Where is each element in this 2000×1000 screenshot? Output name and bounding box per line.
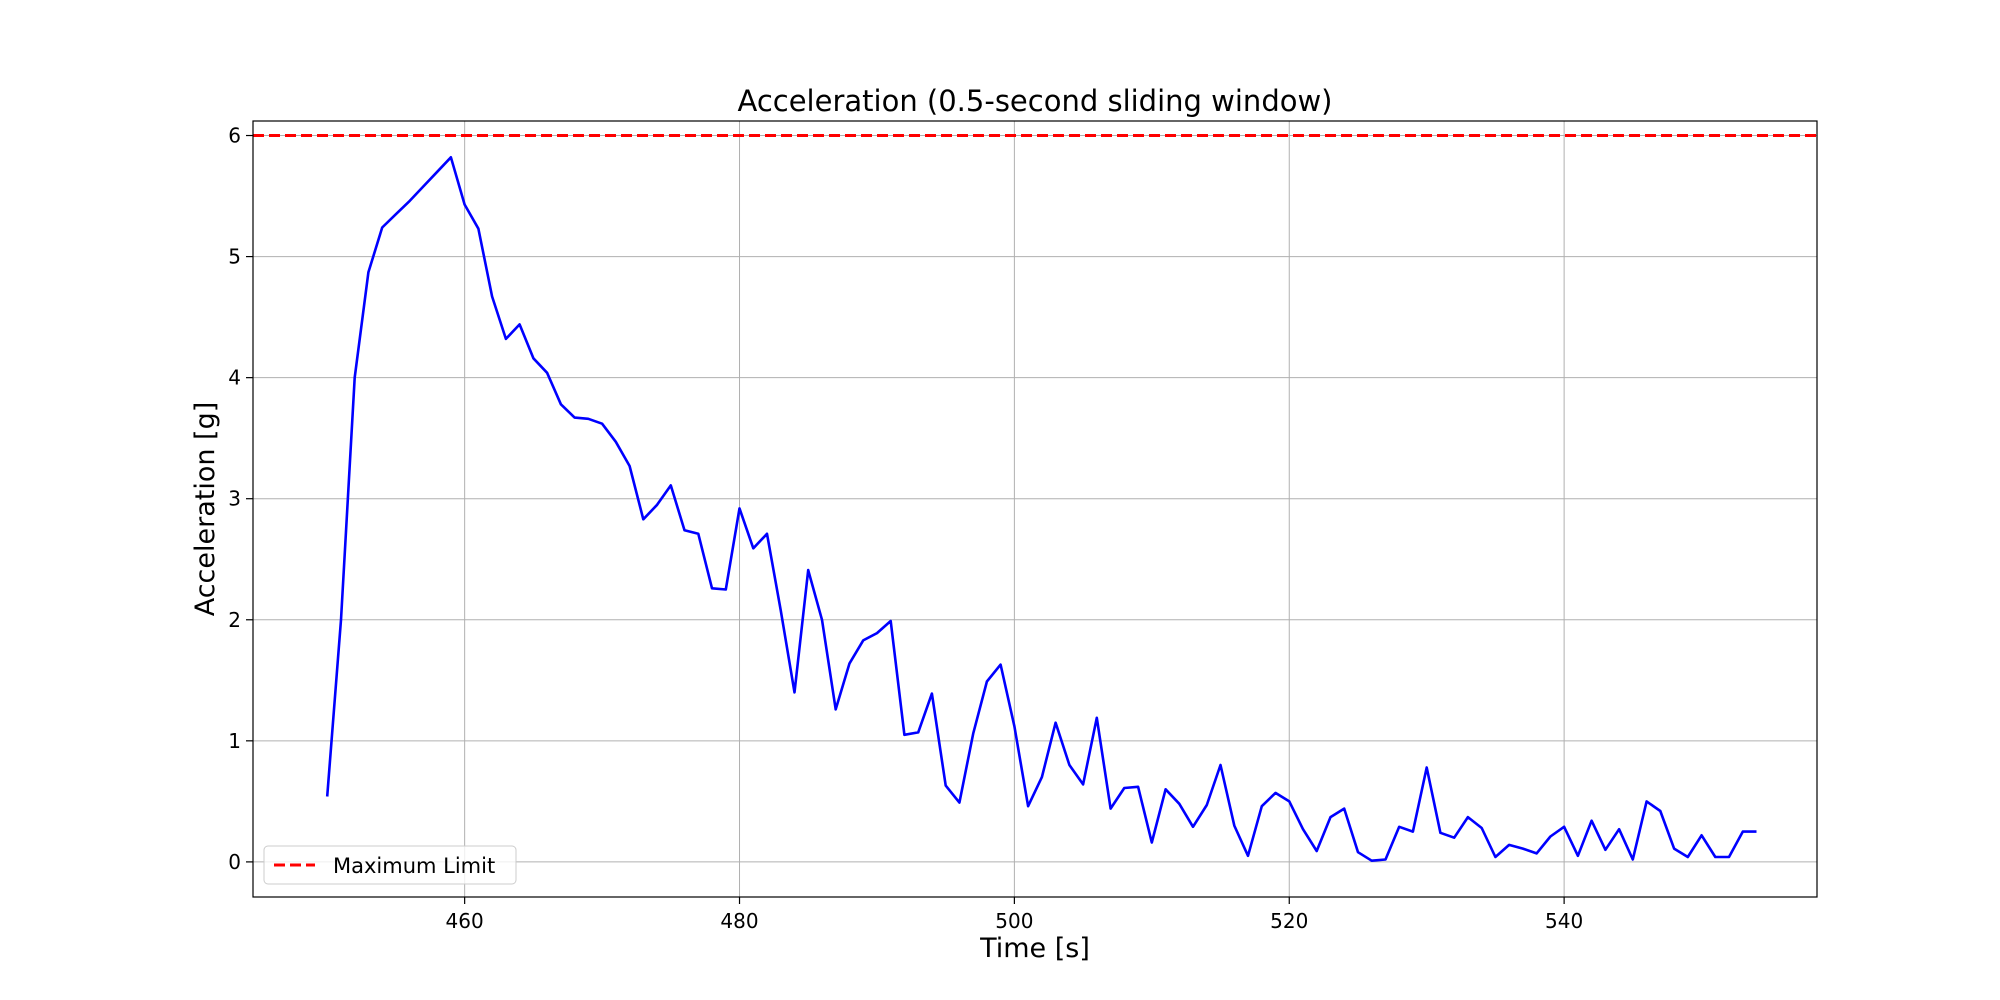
x-tick-label: 460	[446, 909, 484, 933]
legend: Maximum Limit	[263, 845, 517, 885]
x-tick-label: 500	[995, 909, 1033, 933]
y-tick-label: 2	[228, 608, 241, 632]
legend-box	[263, 845, 517, 885]
x-tick-label: 520	[1270, 909, 1308, 933]
x-axis-label: Time [s]	[979, 933, 1090, 964]
y-axis-label: Acceleration [g]	[190, 402, 221, 617]
acceleration-series-line	[325, 156, 1757, 863]
y-tick-label: 1	[228, 729, 241, 753]
axis-ticks: 460 480 500 520 540 0 1 2 3 4 5 6	[228, 124, 1583, 933]
chart-title: Acceleration (0.5-second sliding window)	[738, 84, 1333, 118]
y-tick-label: 5	[228, 245, 241, 269]
y-tick-label: 0	[228, 850, 241, 874]
x-tick-label: 480	[720, 909, 758, 933]
y-tick-label: 6	[228, 124, 241, 148]
plot-area	[253, 134, 1817, 863]
y-tick-label: 3	[228, 487, 241, 511]
legend-label-maximum-limit: Maximum Limit	[333, 854, 495, 878]
grid	[253, 121, 1817, 897]
x-tick-label: 540	[1545, 909, 1583, 933]
plot-frame	[252, 120, 1818, 898]
y-tick-label: 4	[228, 366, 241, 390]
